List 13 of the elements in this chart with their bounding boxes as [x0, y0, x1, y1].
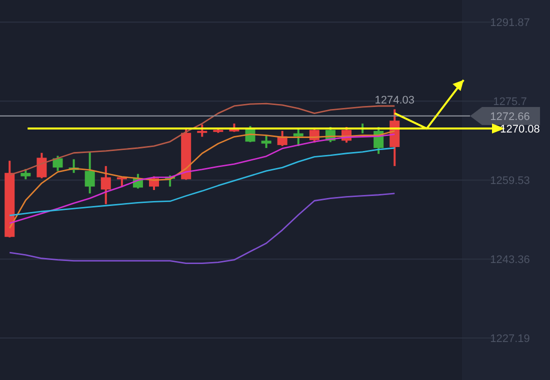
- annotation: 1274.03: [374, 94, 415, 106]
- candlestick: [293, 128, 304, 148]
- candlestick: [100, 165, 111, 206]
- candlestick: [197, 124, 208, 138]
- candlestick: [36, 152, 47, 180]
- candlestick: [261, 134, 272, 149]
- line-series: [8, 102, 396, 176]
- candlestick: [52, 154, 63, 172]
- ref-line-label: 1270.08: [500, 124, 540, 136]
- ref-line-label: 1272.66: [490, 110, 530, 123]
- candlestick: [84, 150, 95, 194]
- candlestick: [20, 168, 31, 180]
- line-series: [8, 192, 396, 264]
